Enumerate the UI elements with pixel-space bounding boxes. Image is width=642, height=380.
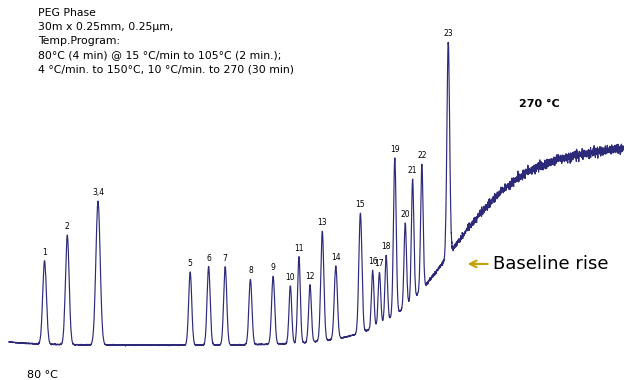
Text: 13: 13 <box>318 218 327 227</box>
Text: 9: 9 <box>271 263 275 272</box>
Text: 10: 10 <box>286 273 295 282</box>
Text: 3,4: 3,4 <box>92 188 104 197</box>
Text: 16: 16 <box>368 257 377 266</box>
Text: 15: 15 <box>356 200 365 209</box>
Text: 14: 14 <box>331 253 341 262</box>
Text: 1: 1 <box>42 248 47 257</box>
Text: 21: 21 <box>408 166 417 175</box>
Text: 19: 19 <box>390 145 399 154</box>
Text: 23: 23 <box>444 29 453 38</box>
Text: 8: 8 <box>248 266 253 276</box>
Text: 5: 5 <box>187 259 193 268</box>
Text: PEG Phase
30m x 0.25mm, 0.25μm,
Temp.Program:
80°C (4 min) @ 15 °C/min to 105°C : PEG Phase 30m x 0.25mm, 0.25μm, Temp.Pro… <box>38 8 293 74</box>
Text: 6: 6 <box>206 253 211 263</box>
Text: Baseline rise: Baseline rise <box>470 255 609 273</box>
Text: 80 °C: 80 °C <box>27 370 58 380</box>
Text: 11: 11 <box>294 244 304 253</box>
Text: 17: 17 <box>375 260 385 268</box>
Text: 7: 7 <box>223 254 228 263</box>
Text: 20: 20 <box>401 210 410 219</box>
Text: 270 °C: 270 °C <box>519 99 559 109</box>
Text: 22: 22 <box>417 151 426 160</box>
Text: 2: 2 <box>65 222 70 231</box>
Text: 18: 18 <box>381 242 391 252</box>
Text: 12: 12 <box>305 272 315 281</box>
